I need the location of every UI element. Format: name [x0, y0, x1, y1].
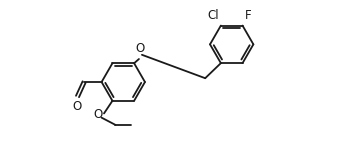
- Text: O: O: [93, 108, 103, 122]
- Text: Cl: Cl: [208, 9, 219, 22]
- Text: O: O: [72, 100, 82, 113]
- Text: F: F: [245, 9, 252, 22]
- Text: O: O: [135, 42, 145, 55]
